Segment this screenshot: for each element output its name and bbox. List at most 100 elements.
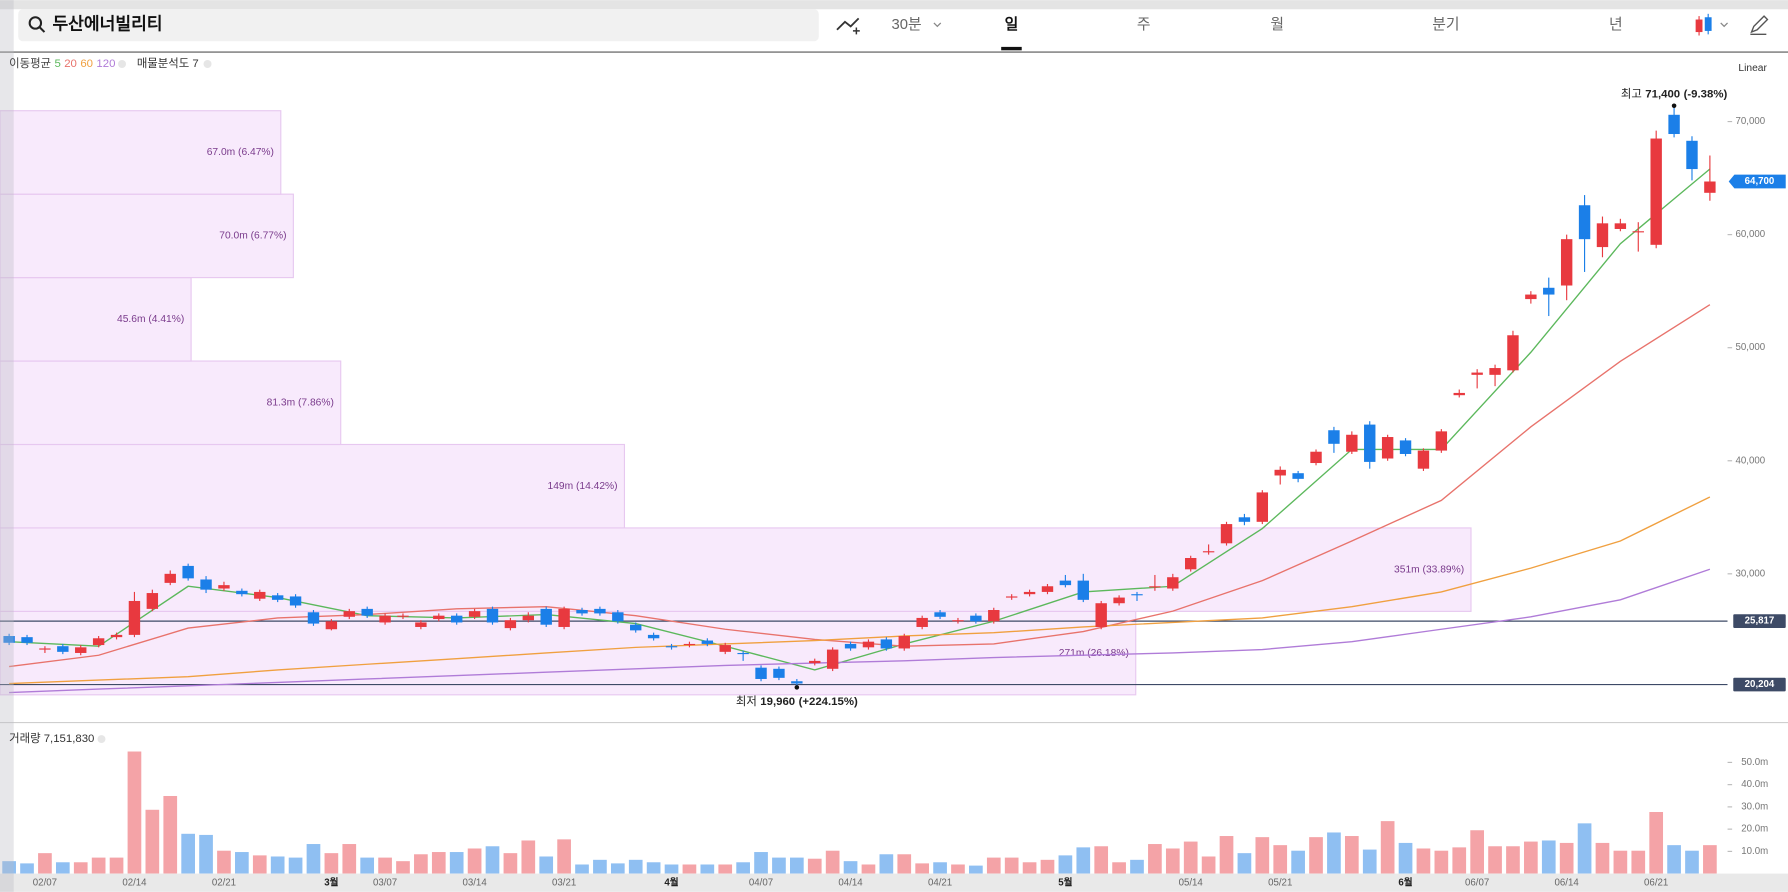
volume-bar — [1541, 840, 1556, 874]
volume-bar — [1130, 859, 1144, 874]
volume-bar — [1058, 855, 1073, 874]
volume-bar — [1703, 845, 1717, 874]
volume-bar — [575, 864, 589, 874]
candle-body — [1113, 597, 1125, 604]
volume-bar — [342, 844, 357, 874]
candle-body — [1202, 551, 1215, 553]
x-tick-label: 04/14 — [838, 877, 863, 888]
candle-body — [1041, 586, 1054, 592]
profile-legend[interactable]: 매물분석도 7 — [137, 57, 199, 70]
candle-body — [289, 596, 302, 606]
candle-body — [1650, 138, 1662, 245]
volume-bar — [1506, 846, 1520, 874]
volume-bar — [252, 855, 267, 874]
profile-label: 271m (26.18%) — [1059, 648, 1129, 659]
tab[interactable]: 분기 — [1432, 16, 1459, 33]
profile-bar — [0, 110, 282, 195]
icon-body — [1695, 19, 1703, 33]
profile-bar — [0, 527, 1472, 612]
candle-body — [934, 612, 946, 617]
tab[interactable]: 년 — [1609, 16, 1623, 33]
volume-bar — [1309, 837, 1323, 874]
search-box[interactable] — [18, 9, 819, 42]
extreme-label-value: 71,400 — [1645, 88, 1680, 100]
x-tick-label: 06/07 — [1465, 877, 1489, 888]
icon-body — [1704, 17, 1712, 31]
profile-label: 149m (14.42%) — [548, 481, 618, 492]
tab[interactable]: 30분 — [891, 17, 921, 33]
moving-average — [9, 568, 1711, 694]
volume-bar — [288, 857, 303, 874]
candle-body — [1256, 492, 1269, 522]
volume-bar — [1488, 846, 1502, 874]
extreme-label: 최고 71,400 (-9.38%) — [1621, 87, 1728, 100]
volume-bar — [1344, 836, 1359, 874]
candle-body — [612, 612, 624, 622]
tab[interactable]: 월 — [1270, 16, 1284, 33]
candle-body — [1381, 437, 1394, 459]
profile-label: 70.0m (6.77%) — [219, 231, 286, 242]
volume-tick-label: 50.0m — [1741, 757, 1768, 768]
volume-bar — [306, 844, 321, 874]
tab-chevron[interactable] — [933, 22, 942, 28]
remove-icon[interactable] — [97, 735, 106, 744]
candle-body — [164, 573, 176, 583]
volume-bar — [396, 861, 410, 874]
volume-tick-label: 20.0m — [1741, 824, 1768, 835]
candle-body — [1507, 335, 1519, 371]
volume-tick-label: 30.0m — [1741, 801, 1768, 812]
candle-body — [1417, 450, 1430, 469]
volume-bar — [55, 862, 70, 874]
candle-body — [952, 620, 964, 622]
volume-bar — [593, 859, 607, 874]
search-icon — [28, 16, 43, 30]
price-line-tag — [1733, 614, 1786, 628]
tab[interactable]: 주 — [1137, 17, 1151, 33]
candle-body — [3, 636, 15, 643]
draw-icon[interactable] — [1750, 15, 1769, 36]
candle-body — [737, 652, 749, 655]
candle-body — [1185, 558, 1197, 570]
volume-bar — [1685, 850, 1699, 874]
tab-underline — [1001, 46, 1022, 51]
volume-bar — [986, 857, 1001, 874]
candle-body — [826, 649, 839, 669]
chart-type-icon[interactable] — [1695, 13, 1729, 36]
volume-bar — [790, 857, 804, 874]
price-line-tag — [1733, 677, 1786, 692]
candle-body — [988, 610, 1000, 622]
last-price-tag — [1728, 174, 1786, 189]
indicator-icon[interactable] — [836, 17, 860, 31]
profile-bar — [0, 277, 192, 362]
volume-bar — [610, 863, 625, 874]
volume-bar — [2, 861, 16, 874]
volume-bar — [360, 857, 375, 874]
candle-body — [110, 634, 123, 638]
volume-bar — [1434, 850, 1449, 874]
x-tick-label: 05/21 — [1268, 877, 1292, 888]
ma-legend[interactable]: 이동평균 5 20 60 120 — [9, 57, 115, 70]
volume-legend[interactable]: 거래량 7,151,830 — [9, 732, 94, 745]
volume-bar — [1201, 856, 1216, 874]
volume-bar — [1183, 841, 1198, 874]
volume-bar — [718, 864, 733, 874]
x-tick-label: 02/14 — [122, 877, 147, 888]
volume-bar — [1595, 842, 1610, 874]
volume-bar — [628, 859, 643, 874]
volume-bar — [1649, 812, 1664, 874]
candle-body — [450, 615, 463, 623]
volume-bar — [1667, 845, 1681, 874]
x-tick-label: 4월 — [664, 876, 678, 888]
volume-bar — [1416, 848, 1431, 874]
candle-body — [200, 579, 212, 590]
tab[interactable]: 일 — [1005, 16, 1019, 33]
date-axis-band — [0, 873, 1788, 892]
remove-icon[interactable] — [203, 60, 212, 68]
volume-bar — [1004, 857, 1019, 874]
scale-mode[interactable]: Linear — [1738, 63, 1767, 74]
candle-body — [540, 608, 552, 625]
search-text[interactable]: 두산에너빌리티 — [52, 15, 162, 34]
remove-icon[interactable] — [118, 60, 127, 68]
